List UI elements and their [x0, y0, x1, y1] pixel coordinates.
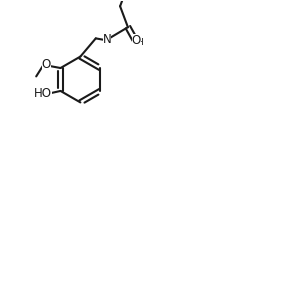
Text: N: N: [103, 33, 111, 46]
Text: O: O: [42, 58, 51, 71]
Text: HO: HO: [34, 87, 52, 100]
Text: H: H: [137, 38, 143, 47]
Text: O: O: [132, 34, 141, 47]
